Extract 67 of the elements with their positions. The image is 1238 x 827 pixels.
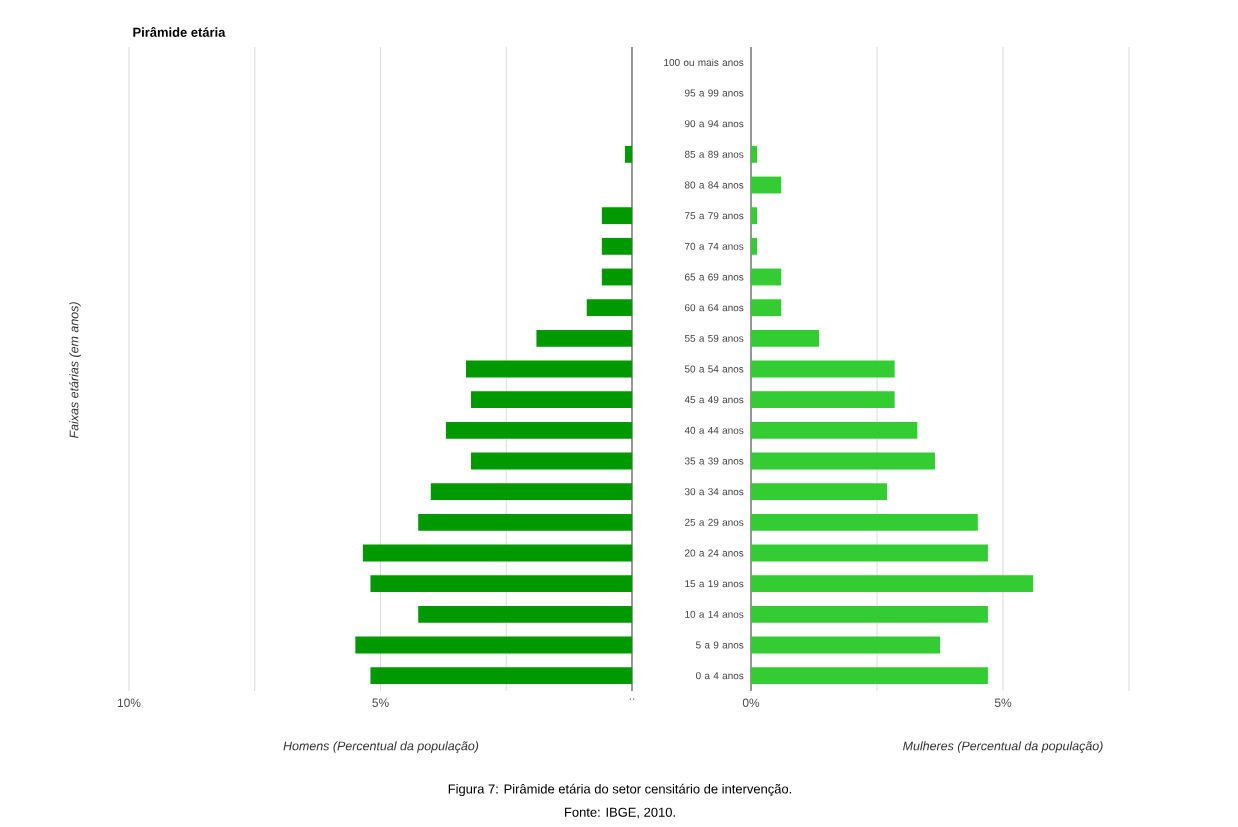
bar	[418, 605, 632, 623]
y-tick-label: 95 a 99 anos	[684, 89, 744, 97]
bar	[466, 360, 632, 378]
bar	[751, 299, 782, 317]
bar	[362, 544, 632, 562]
y-tick-label: 100 ou mais anos	[664, 58, 744, 66]
bar	[751, 513, 978, 531]
y-tick-label: 65 a 69 anos	[685, 273, 744, 281]
y-tick-label: 25 a 29 anos	[685, 518, 744, 526]
chart-title: Pirâmide etária	[133, 27, 226, 37]
x-axis-title: Homens (Percentual da população)	[283, 741, 479, 753]
x-tick-label: 5%	[994, 698, 1012, 707]
y-tick-label: 5 a 9 anos	[695, 641, 744, 649]
bar	[601, 237, 632, 255]
bar	[751, 452, 935, 470]
y-tick-label: 50 a 54 anos	[684, 365, 744, 373]
y-tick-label: 0 a 4 anos	[695, 672, 744, 680]
bar	[751, 421, 918, 439]
bar	[751, 483, 888, 501]
y-tick-label: 75 a 79 anos	[685, 212, 744, 220]
bar	[471, 391, 632, 409]
y-tick-label: 55 a 59 anos	[684, 334, 744, 342]
y-tick-label: 40 a 44 anos	[684, 426, 744, 434]
x-tick-label: ..	[629, 698, 635, 700]
x-tick-label: 10%	[117, 698, 141, 707]
text: Figura 7: Pirâmide etária do setor censitário de intervenção.	[448, 783, 792, 797]
x-axis-title: Mulheres (Percentual da população)	[903, 741, 1103, 753]
y-tick-label: 60 a 64 anos	[685, 304, 744, 312]
y-tick-label: 90 a 94 anos	[684, 120, 744, 128]
y-tick-label: 80 a 84 anos	[684, 181, 744, 189]
bar	[418, 513, 632, 531]
bar	[751, 605, 988, 623]
bar	[751, 176, 782, 194]
y-axis-title: Faixas etárias (em anos)	[69, 302, 81, 439]
y-tick-label: 15 a 19 anos	[685, 580, 744, 588]
bar	[751, 575, 1034, 593]
y-tick-label: 30 a 34 anos	[684, 488, 744, 496]
bar	[624, 145, 632, 163]
bar	[536, 329, 632, 347]
x-tick-label: 0%	[742, 698, 760, 707]
y-tick-label: 10 a 14 anos	[685, 610, 744, 618]
bar	[370, 575, 632, 593]
bar	[471, 452, 632, 470]
bar	[751, 391, 895, 409]
source-note: Fonte: IBGE, 2010.	[565, 807, 675, 819]
bar	[751, 268, 782, 286]
y-tick-label: 70 a 74 anos	[685, 242, 744, 250]
bar	[751, 145, 758, 163]
bar	[586, 299, 632, 317]
y-tick-label: 45 a 49 anos	[684, 396, 744, 404]
bar	[751, 544, 988, 562]
bar	[445, 421, 632, 439]
y-tick-label: 35 a 39 anos	[684, 457, 744, 465]
y-tick-label: 85 a 89 anos	[684, 150, 744, 158]
bar	[751, 207, 758, 225]
bar	[601, 268, 632, 286]
bar	[355, 636, 632, 654]
bar	[601, 207, 632, 225]
bar	[751, 360, 895, 378]
y-tick-label: 20 a 24 anos	[685, 549, 744, 557]
bar	[751, 237, 758, 255]
x-tick-label: 5%	[372, 698, 389, 707]
bar	[751, 636, 941, 654]
bar	[751, 667, 988, 685]
bar	[370, 667, 632, 685]
bar	[751, 329, 820, 347]
bar	[430, 483, 632, 501]
